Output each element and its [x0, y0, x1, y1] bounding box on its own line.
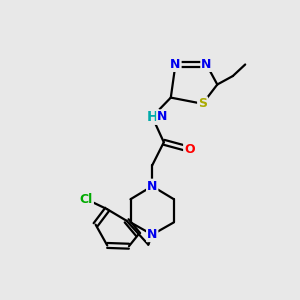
- Text: O: O: [184, 143, 195, 156]
- Text: N: N: [201, 58, 212, 71]
- Text: N: N: [147, 228, 158, 241]
- Text: Cl: Cl: [80, 193, 93, 206]
- Text: N: N: [147, 180, 158, 193]
- Text: H: H: [146, 110, 158, 124]
- Text: N: N: [170, 58, 181, 71]
- Text: N: N: [157, 110, 167, 123]
- Text: S: S: [198, 97, 207, 110]
